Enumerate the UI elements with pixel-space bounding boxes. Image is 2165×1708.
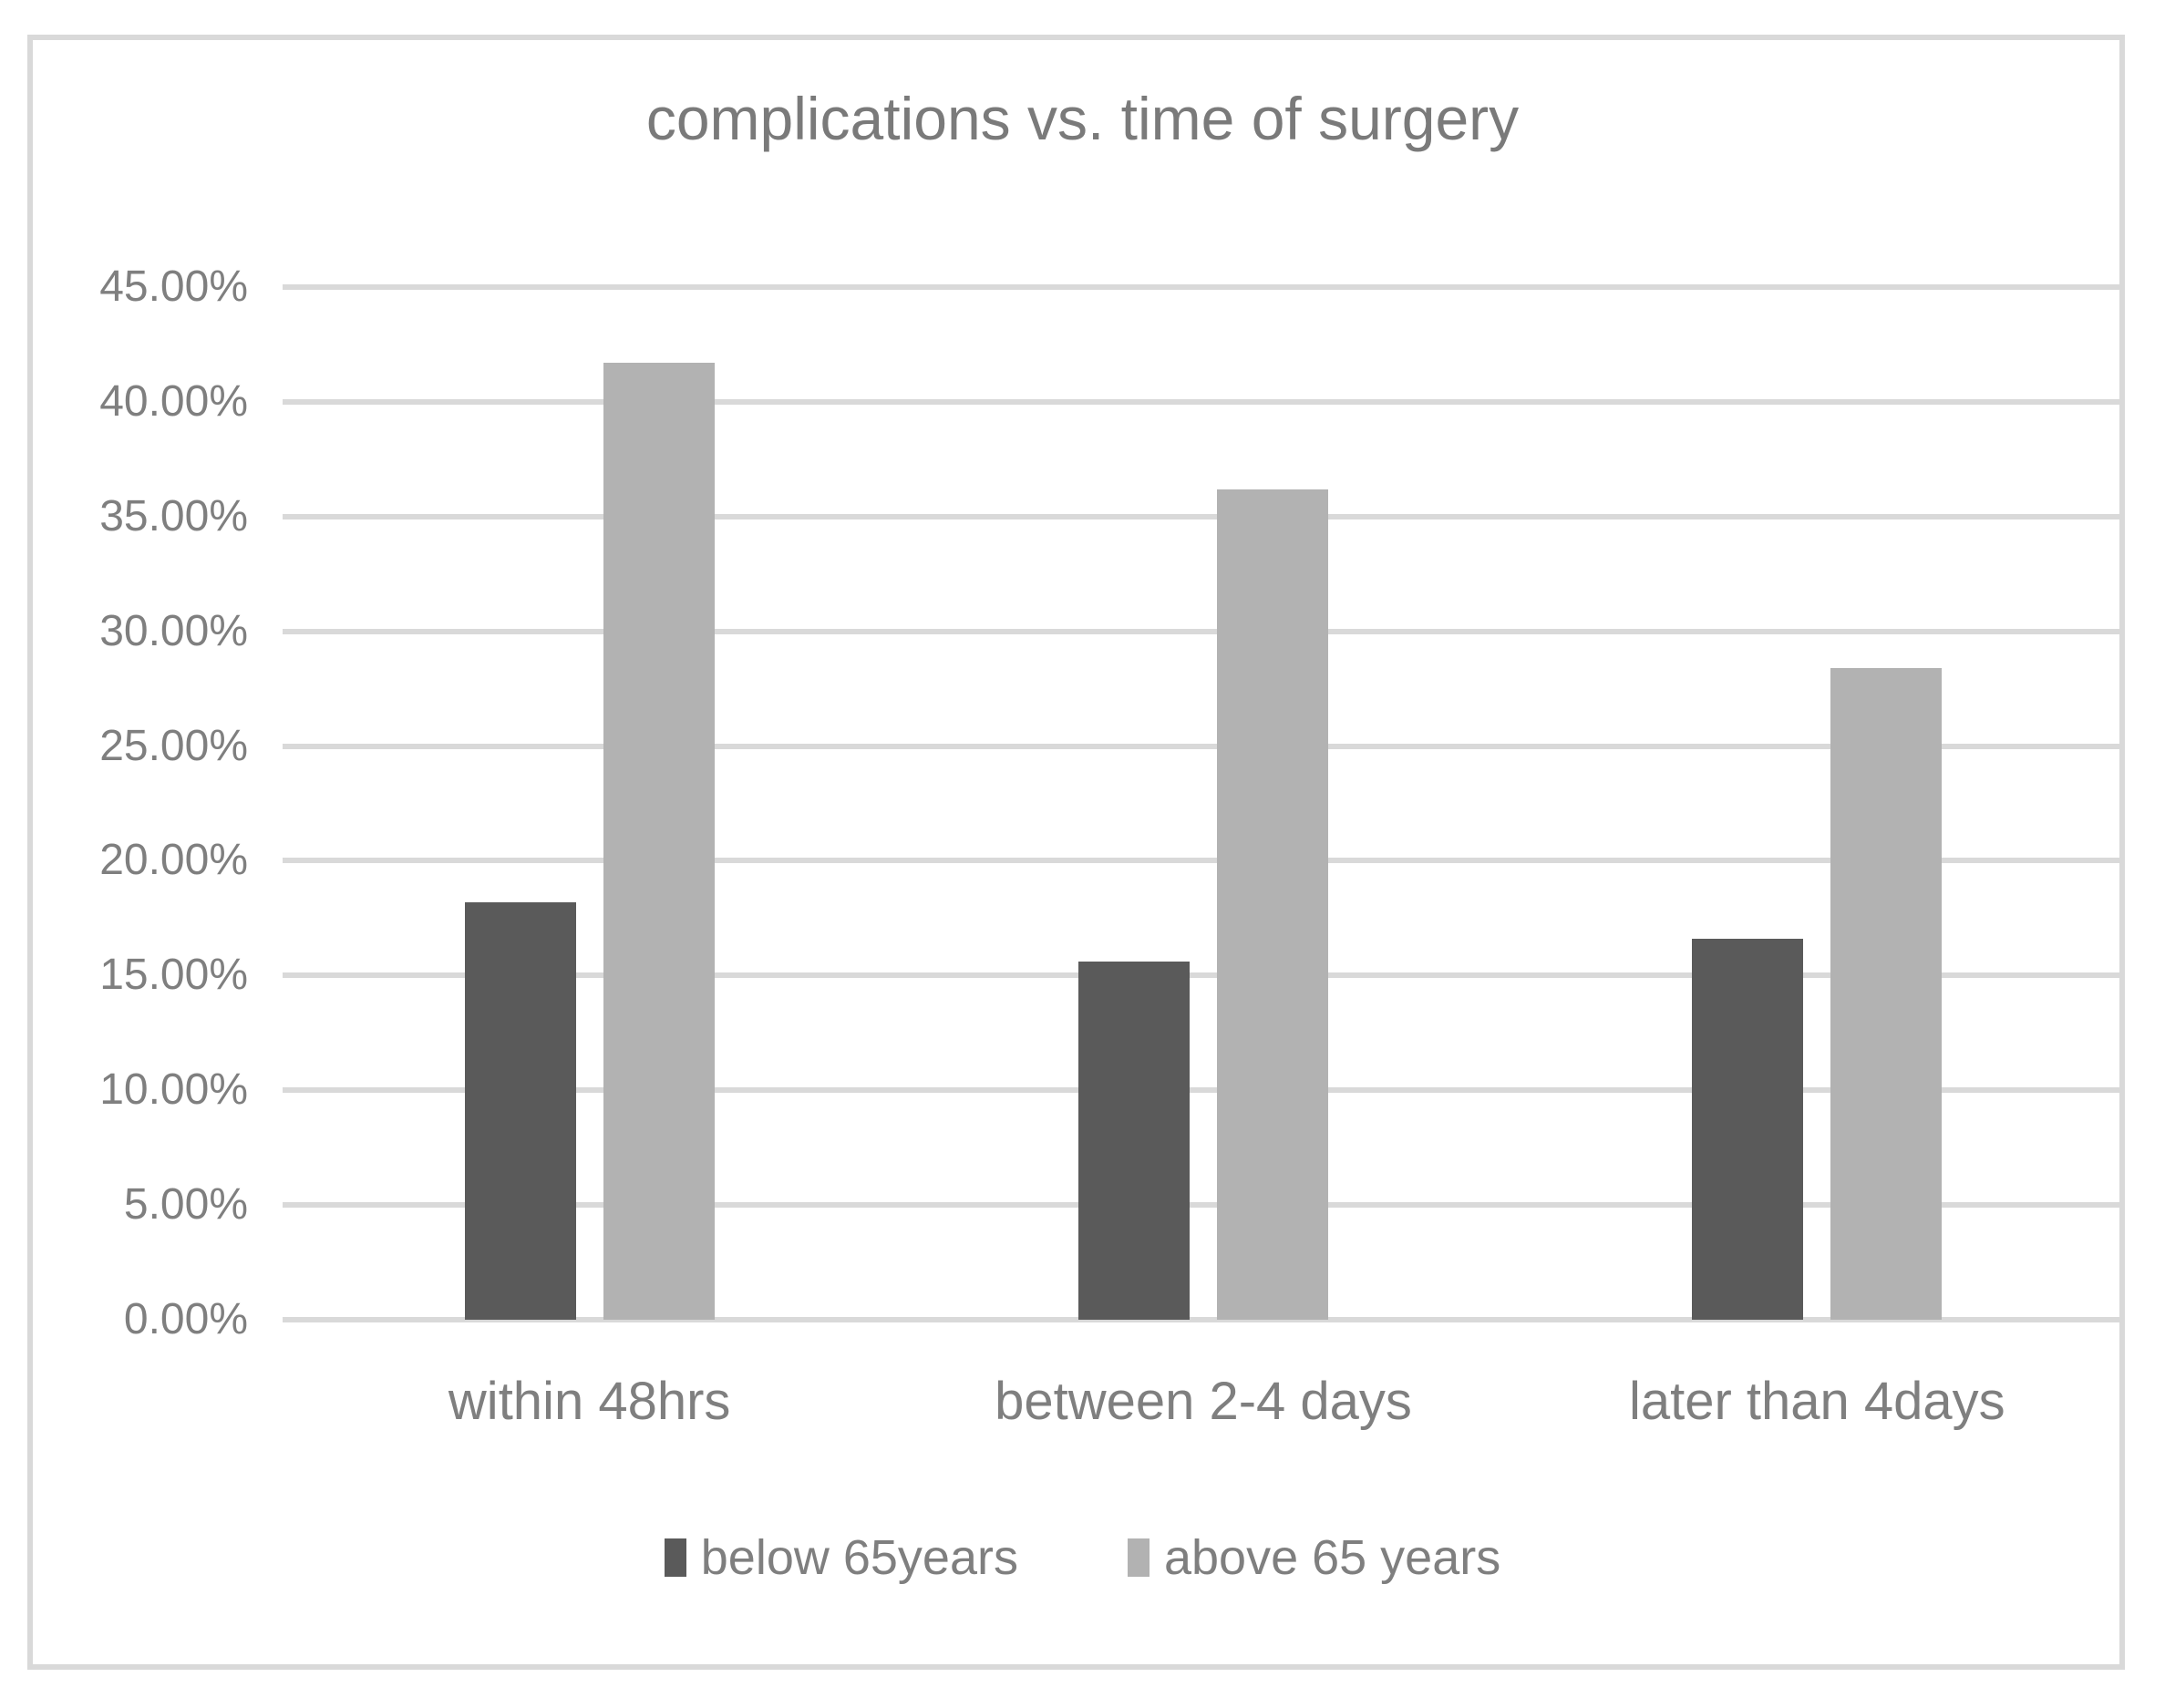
bar-below-65years-cat2 — [1692, 939, 1804, 1320]
x-category-label: within 48hrs — [448, 1372, 731, 1431]
x-category-label: between 2-4 days — [995, 1372, 1412, 1431]
gridline-25 — [283, 743, 2124, 749]
y-tick-label: 45.00% — [99, 262, 248, 311]
y-tick-label: 10.00% — [99, 1065, 248, 1115]
y-axis: 0.00% 5.00% 10.00% 15.00% 20.00% 25.00% 30.00%… — [0, 262, 248, 1343]
x-axis: within 48hrs between 2-4 days later than 4… — [283, 1369, 2124, 1435]
gridline-5 — [283, 1202, 2124, 1209]
x-category-label: later than 4days — [1628, 1372, 2005, 1431]
bar-above-65-years-cat1 — [1217, 489, 1328, 1320]
legend-item: above 65 years — [1127, 1530, 1501, 1585]
gridline-35 — [283, 513, 2124, 520]
y-tick-label: 5.00% — [123, 1180, 248, 1230]
gridline-10 — [283, 1087, 2124, 1094]
y-tick-label: 20.00% — [99, 836, 248, 885]
gridline-20 — [283, 858, 2124, 864]
y-tick-label: 25.00% — [99, 721, 248, 770]
gridline-0 — [283, 1317, 2124, 1322]
gridline-40 — [283, 398, 2124, 405]
y-tick-label: 35.00% — [99, 491, 248, 540]
chart-title: complications vs. time of surgery — [645, 85, 1520, 152]
legend-label: above 65 years — [1163, 1530, 1501, 1585]
y-tick-label: 30.00% — [99, 606, 248, 655]
gridline-30 — [283, 628, 2124, 634]
legend: below 65years above 65 years — [0, 1533, 2165, 1582]
legend-swatch-icon — [1127, 1538, 1150, 1577]
bar-above-65-years-cat2 — [1830, 667, 1943, 1320]
plot-area — [283, 284, 2124, 1322]
bar-below-65years-cat0 — [464, 901, 576, 1320]
legend-swatch-icon — [664, 1538, 686, 1577]
chart-border-frame — [27, 35, 2125, 1670]
y-tick-label: 40.00% — [99, 376, 248, 426]
y-tick-label: 0.00% — [123, 1295, 248, 1343]
bar-above-65-years-cat0 — [603, 363, 715, 1320]
legend-item: below 65years — [664, 1530, 1018, 1585]
legend-label: below 65years — [700, 1530, 1018, 1585]
gridline-15 — [283, 972, 2124, 979]
y-tick-label: 15.00% — [99, 951, 248, 1000]
gridline-45 — [283, 284, 2124, 290]
bar-below-65years-cat1 — [1078, 962, 1190, 1320]
